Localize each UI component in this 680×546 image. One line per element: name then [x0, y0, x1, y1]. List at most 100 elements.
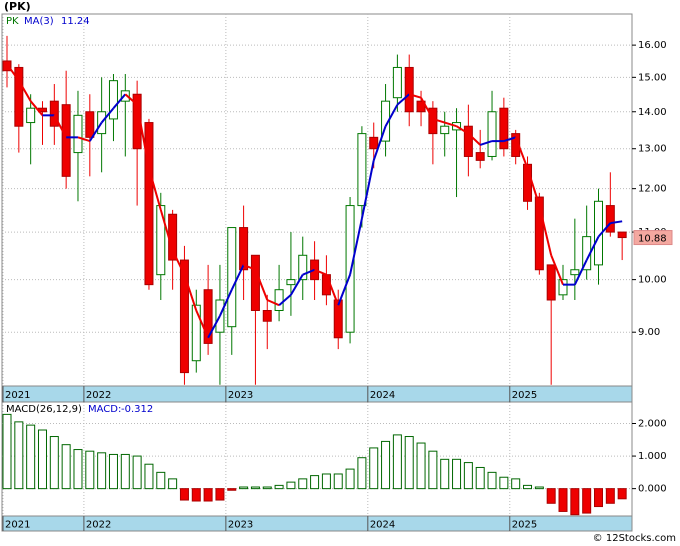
- candle-body: [274, 289, 284, 312]
- bar: [381, 440, 391, 490]
- candle-body: [239, 227, 249, 271]
- bar: [73, 449, 83, 490]
- candle-body: [120, 90, 130, 102]
- ma-segment: [219, 289, 233, 317]
- bar: [582, 488, 592, 514]
- ma-segment: [610, 220, 623, 225]
- bar: [392, 434, 402, 490]
- chart-title: (PK): [4, 0, 31, 13]
- ma-segment: [147, 168, 162, 211]
- bar: [298, 478, 308, 490]
- price-label: 10.88: [638, 234, 667, 245]
- bar: [26, 424, 36, 490]
- bar: [108, 453, 118, 490]
- ma-segment: [124, 93, 138, 106]
- x-tick-label: 2022: [86, 520, 111, 531]
- bar: [333, 473, 343, 490]
- macd-title: MACD(26,12,9): [6, 404, 82, 415]
- candle-body: [14, 66, 24, 127]
- bar: [523, 484, 533, 490]
- candle-body: [168, 213, 178, 261]
- panel-frame: [1, 401, 633, 517]
- candle-body: [286, 279, 296, 286]
- bar: [2, 413, 12, 490]
- legend-symbol: PK: [6, 16, 19, 27]
- ma-segment: [159, 209, 174, 251]
- candle-body: [156, 205, 166, 276]
- ma-segment: [384, 104, 399, 127]
- ma-segment: [514, 136, 529, 169]
- ma-segment: [420, 97, 434, 120]
- y-tick-label: 9.00: [638, 327, 660, 338]
- candle-body: [61, 104, 71, 177]
- ma-segment: [254, 269, 269, 301]
- ma-segment: [17, 80, 32, 102]
- y-tick-label: 0.000: [638, 484, 667, 495]
- candle-body: [558, 279, 568, 296]
- bar: [132, 455, 142, 490]
- y-tick-label: 10.00: [638, 275, 667, 286]
- ma-segment: [314, 268, 327, 276]
- bar: [428, 450, 438, 490]
- bar: [85, 450, 95, 490]
- bar: [262, 486, 272, 490]
- ma-segment: [396, 93, 410, 106]
- ma-segment: [573, 259, 588, 286]
- candle-body: [440, 125, 450, 135]
- candle-body: [26, 107, 36, 124]
- ma-segment: [171, 250, 186, 276]
- ma-segment: [112, 93, 127, 109]
- ma-segment: [538, 205, 553, 256]
- bar: [487, 471, 497, 490]
- price-box: [633, 230, 673, 246]
- y-tick-label: 2.000: [638, 418, 667, 429]
- ma-segment: [278, 294, 292, 306]
- candle-body: [617, 231, 627, 239]
- bar: [546, 488, 556, 504]
- ma-segment: [479, 140, 493, 146]
- macd-name: MACD:: [88, 404, 121, 415]
- macd-value: -0.312: [121, 404, 153, 415]
- ma-segment: [266, 299, 280, 307]
- ma-segment: [360, 160, 375, 219]
- bar: [120, 453, 130, 490]
- ma-segment: [29, 100, 44, 116]
- candle-body: [499, 107, 509, 150]
- bar: [215, 488, 225, 501]
- bar: [534, 486, 544, 490]
- bar: [475, 466, 485, 490]
- bar: [440, 458, 450, 490]
- bar: [239, 486, 249, 490]
- ma-segment: [53, 114, 68, 138]
- bar: [286, 481, 296, 490]
- x-tick-label: 2025: [512, 390, 537, 401]
- bar: [97, 452, 107, 490]
- candle-body: [49, 100, 59, 127]
- ma-segment: [467, 132, 481, 146]
- bar: [499, 476, 509, 490]
- bar: [345, 468, 355, 490]
- x-tick-label: 2021: [5, 520, 30, 531]
- ma-segment: [77, 136, 91, 143]
- ma-segment: [550, 254, 564, 286]
- ma-segment: [408, 93, 422, 99]
- candle-body: [381, 100, 391, 142]
- bar: [594, 488, 603, 508]
- candle-body: [357, 133, 367, 207]
- candle-body: [369, 136, 379, 150]
- bar: [558, 488, 568, 512]
- x-tick-label: 2024: [370, 520, 395, 531]
- bar: [37, 429, 47, 490]
- bar: [321, 473, 331, 490]
- candle-body: [404, 66, 414, 113]
- bar: [179, 488, 189, 501]
- bar: [274, 484, 284, 490]
- ma-segment: [585, 236, 600, 261]
- ma-segment: [444, 121, 457, 128]
- candle-body: [321, 274, 331, 296]
- y-tick-label: 15.00: [638, 72, 667, 83]
- ma-segment: [243, 263, 256, 271]
- y-tick-label: 14.00: [638, 107, 667, 118]
- candle-body: [203, 289, 213, 344]
